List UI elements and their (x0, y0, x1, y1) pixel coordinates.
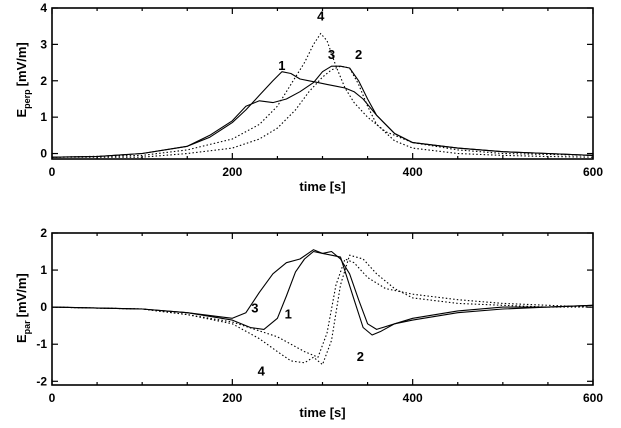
series-4-label: 4 (258, 364, 266, 379)
x-tick-label: 200 (222, 165, 242, 179)
x-tick-label: 600 (583, 165, 603, 179)
y-tick-label: 1 (40, 263, 47, 277)
series-4-label: 4 (317, 9, 325, 24)
series-1-label: 1 (278, 58, 285, 73)
y-axis-title-unit: [mV/m] (14, 42, 29, 86)
y-axis-title: Epar [mV/m] (14, 273, 32, 343)
series-4-line (51, 254, 593, 366)
series-2-line (52, 65, 594, 158)
series-2-label: 2 (355, 47, 362, 62)
y-tick-label: 4 (40, 1, 47, 15)
y-tick-label: 2 (40, 74, 47, 88)
y-tick-label: -1 (36, 337, 47, 351)
series-3-label: 3 (251, 301, 258, 316)
x-axis-title: time [s] (299, 405, 345, 420)
x-tick-label: 0 (49, 391, 56, 405)
y-axis-title-unit: [mV/m] (14, 273, 29, 317)
series-3-line (51, 249, 594, 330)
y-axis-title-main: E (14, 334, 29, 343)
bottom-panel-epar: 0 200 400 600 -2 -1 0 1 2 time [s] Epar [mV/m] 1 2 3 4 (14, 226, 603, 420)
y-tick-label: 1 (40, 110, 47, 124)
x-tick-label: 600 (583, 391, 603, 405)
y-tick-label: 0 (40, 300, 47, 314)
y-tick-label: 3 (40, 37, 47, 51)
x-axis-title: time [s] (299, 179, 345, 194)
x-tick-label: 200 (222, 391, 242, 405)
x-tick-label: 0 (49, 165, 56, 179)
x-tick-label: 400 (403, 391, 423, 405)
series-2-line (51, 258, 594, 358)
y-axis-title: Eperp [mV/m] (14, 42, 32, 117)
x-tick-label: 400 (403, 165, 423, 179)
series-3-label: 3 (328, 47, 335, 62)
series-2-label: 2 (357, 349, 364, 364)
y-tick-label: 0 (40, 147, 47, 161)
top-panel-eperp: 0 200 400 600 0 1 2 3 4 time [s] Eperp [mV/m] 1 2 3 4 (14, 1, 603, 194)
series-3-line (51, 65, 594, 158)
series-4-line (51, 32, 594, 158)
y-axis-title-sub: par (22, 320, 32, 335)
y-axis-title-sub: perp (22, 89, 32, 109)
series-1-line (51, 71, 594, 158)
y-axis-title-main: E (14, 109, 29, 118)
y-tick-label: 2 (40, 226, 47, 240)
series-1-label: 1 (285, 306, 292, 321)
series-1-line (51, 250, 594, 336)
y-tick-label: -2 (36, 374, 47, 388)
